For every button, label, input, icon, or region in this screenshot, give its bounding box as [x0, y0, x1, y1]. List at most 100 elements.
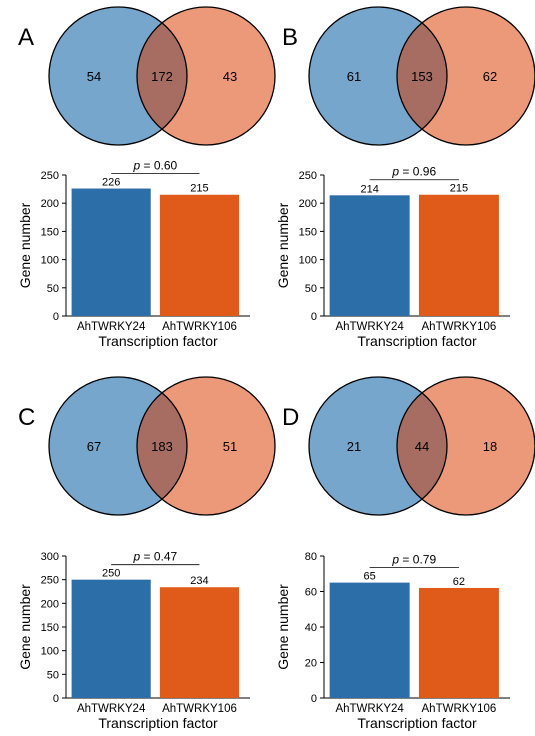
y-tick-label: 100 — [41, 646, 59, 658]
panel-b: B 61 153 62 0 50 100 150 200 250 214 AhTWRKY24 215 Ah… — [275, 6, 535, 349]
p-value-label: p = 0.96 — [391, 165, 436, 179]
x-tick-label: AhTWRKY24 — [77, 703, 146, 715]
y-tick-label: 100 — [299, 255, 317, 267]
venn-outline-right — [396, 376, 535, 516]
bar-ahtwrky106 — [418, 194, 499, 316]
bar-ahtwrky24 — [71, 579, 151, 698]
venn-outline-left — [48, 6, 188, 146]
p-symbol: p — [132, 550, 140, 564]
p-value-label: p = 0.79 — [391, 553, 436, 567]
x-tick-label: AhTWRKY24 — [335, 321, 404, 333]
data-label: 226 — [102, 177, 120, 189]
p-value-text: = 0.79 — [399, 553, 436, 567]
venn-right-count: 62 — [483, 69, 497, 84]
bar-chart: 0 50 100 150 200 250 214 AhTWRKY24 215 AhTWRKY106… — [275, 165, 510, 349]
y-tick-label: 250 — [41, 575, 59, 587]
y-tick-label: 200 — [41, 598, 59, 610]
venn-overlap — [137, 377, 187, 515]
x-tick-label: AhTWRKY106 — [422, 703, 497, 715]
bar-chart: 0 50 100 150 200 250 300 250 AhTWRKY24 234 AhTWRKY… — [17, 550, 250, 731]
venn-overlap-count: 172 — [151, 69, 173, 84]
venn-left-count: 67 — [87, 439, 101, 454]
y-tick-label: 50 — [47, 283, 59, 295]
y-tick-label: 200 — [41, 198, 59, 210]
bar-ahtwrky24 — [329, 582, 410, 698]
venn-right-count: 43 — [223, 69, 237, 84]
x-axis-label: Transcription factor — [98, 333, 218, 349]
venn-right-count: 51 — [223, 439, 237, 454]
venn-outline-left — [48, 376, 188, 516]
venn-overlap — [397, 7, 447, 145]
data-label: 215 — [450, 183, 468, 195]
bar-chart: 0 20 40 60 80 65 AhTWRKY24 62 AhTWRKY106Transcri… — [275, 551, 510, 731]
y-tick-label: 200 — [299, 198, 317, 210]
y-axis-label: Gene number — [275, 584, 291, 670]
panel-a: A 54 172 43 0 50 100 150 200 250 226 AhTWRKY24 215 Ah… — [17, 6, 276, 349]
x-tick-label: AhTWRKY106 — [422, 321, 497, 333]
y-tick-label: 250 — [41, 170, 59, 182]
bar-chart: 0 50 100 150 200 250 226 AhTWRKY24 215 AhTWRKY106… — [17, 159, 250, 349]
p-value-label: p = 0.60 — [132, 159, 177, 173]
p-value-text: = 0.96 — [399, 165, 436, 179]
y-tick-label: 100 — [41, 255, 59, 267]
venn-outline-left — [308, 376, 448, 516]
venn-overlap — [397, 377, 447, 515]
y-tick-label: 20 — [305, 658, 317, 670]
venn-diagram: 21 44 18 — [308, 376, 535, 516]
venn-outline-right — [136, 6, 276, 146]
bar-ahtwrky106 — [418, 587, 499, 698]
venn-outline-right — [136, 376, 276, 516]
y-tick-label: 150 — [41, 226, 59, 238]
venn-left-count: 21 — [347, 439, 361, 454]
venn-overlap-count: 183 — [151, 439, 173, 454]
p-value-label: p = 0.47 — [132, 550, 177, 564]
bar-ahtwrky24 — [71, 188, 151, 316]
y-tick-label: 40 — [305, 622, 317, 634]
p-symbol: p — [391, 165, 399, 179]
panel-c: C 67 183 51 0 50 100 150 200 250 300 250 AhTWRKY24 23… — [17, 376, 276, 731]
venn-overlap-count: 44 — [415, 439, 429, 454]
x-tick-label: AhTWRKY106 — [162, 321, 237, 333]
y-axis-label: Gene number — [275, 202, 291, 288]
venn-right-count: 18 — [483, 439, 497, 454]
venn-overlap-count: 153 — [411, 69, 433, 84]
y-tick-label: 50 — [47, 669, 59, 681]
panel-letter: D — [282, 404, 299, 431]
data-label: 250 — [102, 568, 120, 580]
p-symbol: p — [391, 553, 399, 567]
y-tick-label: 0 — [53, 693, 59, 705]
y-axis-label: Gene number — [17, 202, 33, 288]
venn-diagram: 54 172 43 — [48, 6, 276, 146]
venn-left-count: 61 — [347, 69, 361, 84]
x-axis-label: Transcription factor — [357, 715, 477, 731]
data-label: 62 — [453, 576, 465, 588]
venn-overlap — [137, 7, 187, 145]
panel-letter: B — [282, 24, 298, 51]
panel-letter: C — [18, 404, 35, 431]
data-label: 214 — [360, 183, 378, 195]
y-tick-label: 0 — [311, 693, 317, 705]
x-tick-label: AhTWRKY106 — [162, 703, 237, 715]
venn-diagram: 61 153 62 — [308, 6, 535, 146]
data-label: 215 — [190, 183, 208, 195]
y-tick-label: 80 — [305, 551, 317, 563]
p-value-text: = 0.47 — [140, 550, 177, 564]
panel-d: D 21 44 18 0 20 40 60 80 65 AhTWRKY24 62 AhTWRKY106T… — [275, 376, 535, 731]
y-tick-label: 50 — [305, 283, 317, 295]
y-tick-label: 300 — [41, 551, 59, 563]
venn-left-count: 54 — [87, 69, 101, 84]
y-tick-label: 250 — [299, 170, 317, 182]
x-tick-label: AhTWRKY24 — [335, 703, 404, 715]
bar-ahtwrky106 — [159, 194, 240, 316]
y-tick-label: 0 — [53, 311, 59, 323]
bar-ahtwrky106 — [159, 587, 240, 698]
y-tick-label: 150 — [41, 622, 59, 634]
x-axis-label: Transcription factor — [98, 715, 218, 731]
venn-outline-left — [308, 6, 448, 146]
x-tick-label: AhTWRKY24 — [77, 321, 146, 333]
venn-diagram: 67 183 51 — [48, 376, 276, 516]
y-axis-label: Gene number — [17, 584, 33, 670]
y-tick-label: 150 — [299, 226, 317, 238]
data-label: 234 — [190, 575, 208, 587]
